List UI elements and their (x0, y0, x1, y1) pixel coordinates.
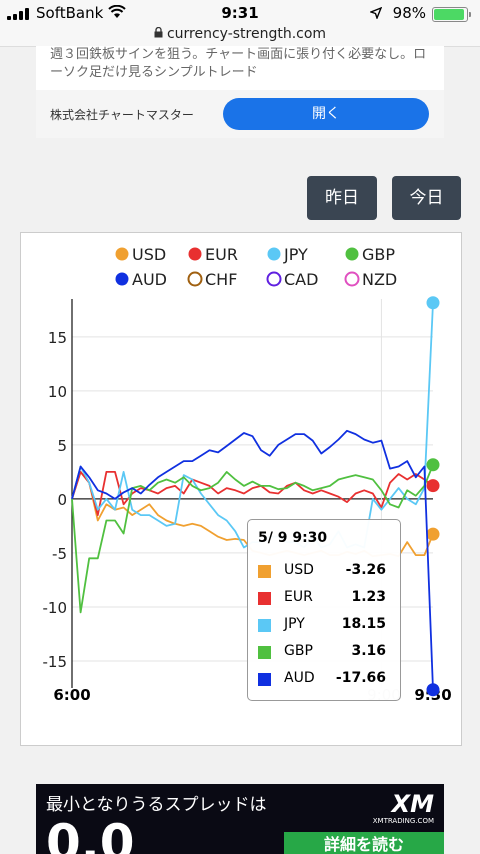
battery-icon (432, 7, 471, 22)
tooltip-row-jpy: JPY 18.15 (258, 614, 392, 640)
tooltip-currency: EUR (284, 589, 313, 605)
legend-label-cad: CAD (284, 270, 318, 289)
tooltip-currency: JPY (284, 616, 305, 632)
series-line-aud (71, 429, 434, 690)
tooltip-currency: GBP (284, 643, 313, 659)
legend-marker-eur (188, 247, 202, 261)
legend-marker-nzd (344, 271, 360, 287)
currency-strength-chart[interactable]: USD EUR JPY GBP AUD CHF CAD NZD 15 10 5 0 -5 -10 -15 6:… (20, 232, 462, 746)
legend-label-eur: EUR (205, 245, 238, 264)
battery-percent: 98% (392, 4, 426, 22)
legend-label-jpy: JPY (283, 245, 308, 264)
tooltip-row-gbp: GBP 3.16 (258, 641, 392, 667)
tooltip-value: -17.66 (335, 670, 386, 686)
y-tick-label: 10 (48, 383, 67, 401)
yesterday-button[interactable]: 昨日 (307, 176, 377, 220)
tooltip-value: 1.23 (351, 589, 386, 605)
clock: 9:31 (221, 4, 259, 22)
ad-headline: 最小となりうるスプレッドは (46, 795, 267, 815)
ad-description: 週３回鉄板サインを狙う。チャート画面に張り付く必要なし。ローソク足だけ見るシンプ… (50, 47, 427, 80)
legend-label-chf: CHF (205, 270, 237, 289)
y-tick-label: 0 (57, 491, 67, 509)
address-bar[interactable]: currency-strength.com (0, 26, 480, 47)
legend-marker-gbp (345, 247, 359, 261)
url-text: currency-strength.com (166, 26, 327, 42)
legend-label-usd: USD (132, 245, 166, 264)
tooltip-currency: USD (284, 562, 314, 578)
legend-marker-usd (115, 247, 129, 261)
today-button[interactable]: 今日 (392, 176, 461, 220)
legend-label-gbp: GBP (362, 245, 395, 264)
x-tick-label-start: 6:00 (53, 686, 90, 704)
tooltip-swatch (258, 646, 271, 659)
y-tick-label: -10 (43, 599, 68, 617)
series-endpoint-gbp (426, 458, 440, 472)
tooltip-value: 18.15 (341, 616, 386, 632)
ad-company: 株式会社チャートマスター (50, 108, 194, 122)
legend-label-aud: AUD (132, 270, 167, 289)
top-ad-banner[interactable]: 週３回鉄板サインを狙う。チャート画面に張り付く必要なし。ローソク足だけ見るシンプ… (36, 46, 444, 138)
tooltip-currency: AUD (284, 670, 315, 686)
ad-footer: 株式会社チャートマスター 開く (36, 90, 444, 138)
xm-logo-subtext: XMTRADING.COM (372, 817, 434, 825)
chart-tooltip: 5/ 9 9:30 USD -3.26 EUR 1.23 JPY 18.15 GBP 3.16… (247, 519, 401, 701)
bottom-ad-banner[interactable]: 最小となりうるスプレッドは 0.0 XM XMTRADING.COM 詳細を読む (36, 784, 444, 854)
tooltip-value: -3.26 (345, 562, 386, 578)
location-arrow-icon (370, 7, 382, 19)
xm-logo: XM (391, 790, 434, 818)
ad-big-number: 0.0 (46, 814, 135, 854)
signal-icon (7, 8, 31, 20)
status-bar: SoftBank 9:31 98% (0, 0, 480, 26)
legend-marker-jpy (267, 247, 281, 261)
y-tick-label: 5 (57, 437, 67, 455)
y-tick-label: -5 (52, 545, 67, 563)
series-endpoint-usd (426, 527, 440, 541)
y-tick-label: 15 (48, 329, 67, 347)
series-endpoint-eur (426, 479, 440, 493)
tooltip-swatch (258, 619, 271, 632)
tooltip-value: 3.16 (351, 643, 386, 659)
series-line-eur (71, 470, 434, 517)
lock-icon (154, 26, 163, 42)
tooltip-row-eur: EUR 1.23 (258, 587, 392, 613)
ad-open-button[interactable]: 開く (223, 98, 429, 130)
carrier-label: SoftBank (36, 4, 104, 22)
legend-marker-chf (187, 271, 203, 287)
ad-read-more-button[interactable]: 詳細を読む (284, 832, 444, 854)
legend-marker-aud (115, 272, 129, 286)
wifi-icon (108, 5, 126, 18)
legend-label-nzd: NZD (362, 270, 397, 289)
series-endpoint-aud (426, 683, 440, 697)
legend-marker-cad (266, 271, 282, 287)
chart-canvas: USD EUR JPY GBP AUD CHF CAD NZD 15 10 5 0 -5 -10 -15 6:… (43, 245, 452, 704)
tooltip-swatch (258, 592, 271, 605)
tooltip-swatch (258, 565, 271, 578)
tooltip-title: 5/ 9 9:30 (258, 530, 328, 546)
series-endpoint-jpy (426, 296, 440, 310)
tooltip-swatch (258, 673, 271, 686)
y-tick-label: -15 (43, 653, 68, 671)
tooltip-row-usd: USD -3.26 (258, 560, 392, 586)
tooltip-row-aud: AUD -17.66 (258, 668, 392, 694)
